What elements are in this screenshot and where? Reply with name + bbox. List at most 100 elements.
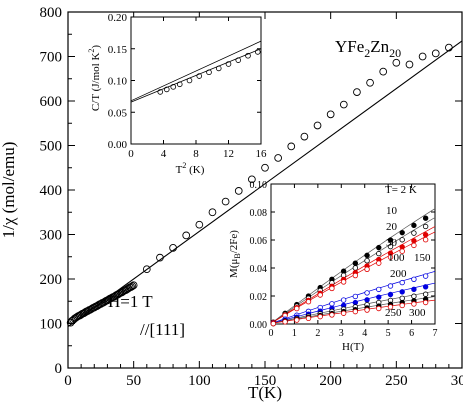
inset2-data-point-T30 [399,248,405,254]
main-data-point [366,78,374,87]
main-data-point [221,197,230,206]
temp-label-100: 100 [388,252,405,264]
main-y-tick-label: 100 [40,317,63,333]
inset-heat-capacity-points [157,49,261,95]
temp-label-10: 10 [386,205,398,217]
inset2-data-point-T2 [376,244,382,251]
main-data-point [208,208,217,217]
main-y-tick-label: 0 [55,361,63,377]
inset2-y-tick-label: 0.06 [250,236,268,247]
main-data-point [300,132,309,141]
inset2-data-point-T10 [364,258,370,264]
inset1-data-point [157,89,164,95]
inset-magnetization-y-label: M(μB/2Fe) [228,230,242,278]
main-fit-line-segment [67,40,463,328]
main-data-point [287,142,296,151]
temp-label-300: 300 [409,307,426,319]
main-y-tick-label: 500 [40,139,63,155]
main-data-point [156,253,164,262]
inset2-data-point-T150 [411,286,417,293]
inset2-data-point-T30 [411,242,417,249]
inset2-data-point-T150 [399,289,405,295]
inset2-data-point-T10 [352,265,359,271]
inset2-y-tick-label: 0.10 [250,180,268,191]
inset1-data-point [215,65,222,72]
main-data-points [66,43,453,327]
main-x-tick-label: 100 [188,373,211,389]
temp-label-250: 250 [385,307,402,319]
main-data-point [392,58,401,67]
inset2-data-point-T300 [376,305,382,312]
inset1-x-tick-label: 16 [256,148,268,160]
inset2-data-point-T30 [305,299,312,305]
inset-heat-capacity-y-label: C/T (J/mol K2) [87,45,102,111]
inset2-data-point-T30 [422,237,429,243]
inset2-x-tick-label: 5 [386,328,391,339]
main-y-tick-label: 300 [40,228,63,244]
main-data-point [445,43,453,52]
inset2-data-point-T300 [364,307,370,313]
main-data-point [182,231,191,240]
inset2-data-point-T2 [387,237,394,243]
inset2-data-point-T200 [422,291,429,297]
main-y-tick-label: 800 [40,5,63,21]
inset2-x-tick-label: 4 [362,328,367,339]
inset2-data-point-T2 [399,229,405,236]
direction-label: //[111] [140,320,185,339]
inset1-y-tick-label: 0.15 [108,44,128,56]
temp-label-30: 30 [386,237,398,249]
main-data-point [129,281,138,290]
inset2-y-tick-label: 0.08 [250,208,268,219]
inset2-data-point-T30 [329,285,335,292]
inset2-data-point-T150 [364,297,370,303]
inset1-data-point [170,84,177,90]
main-x-tick-label: 50 [126,373,141,389]
inset2-data-point-T150 [387,291,394,298]
inset2-x-tick-label: 6 [409,328,414,339]
inset-magnetization-points [270,215,429,327]
main-data-point [142,265,151,274]
main-data-point [195,220,204,229]
inset-magnetization-x-label: H(T) [342,341,364,353]
inset2-data-point-T300 [294,317,300,323]
main-y-tick-label: 600 [40,94,63,110]
inset2-data-point-T2 [411,222,417,229]
inset1-data-point [225,61,232,67]
inset1-x-tick-label: 8 [193,148,199,160]
inset2-x-tick-label: 3 [339,328,344,339]
inset1-y-tick-label: 0.00 [108,139,128,151]
inset1-y-tick-label: 0.10 [108,76,128,88]
compound-label: YFe2Zn20 [335,37,401,60]
inset2-data-point-T20 [422,232,429,238]
main-data-point [353,88,361,96]
temp-label-20: 20 [386,221,398,233]
inset2-data-point-T2 [364,252,370,259]
inset2-x-tick-label: 1 [292,328,297,339]
inset1-x-tick-label: 0 [128,148,134,160]
inset2-data-point-T100 [411,276,417,283]
inset2-data-point-T30 [364,266,370,272]
inset2-data-point-T100 [387,283,394,289]
inset2-data-point-T30 [294,305,300,312]
inset1-y-tick-label: 0.05 [108,107,128,119]
inset1-y-tick-label: 0.20 [108,12,128,24]
inset2-x-tick-label: 2 [315,328,320,339]
main-data-point [169,244,177,252]
main-x-tick-label: 150 [254,373,277,389]
main-x-tick-label: 250 [385,373,408,389]
inset2-data-point-T300 [387,304,394,310]
inset2-data-point-T100 [352,293,359,300]
inset2-data-point-T300 [282,319,288,325]
inset1-fit-line [130,40,262,102]
inset2-data-point-T100 [422,273,429,279]
inset2-data-point-T10 [387,243,394,250]
main-y-tick-label: 200 [40,272,63,288]
main-data-point [418,52,427,61]
main-x-tick-label: 300 [451,373,463,389]
main-x-tick-label: 200 [319,373,342,389]
inset2-data-point-T300 [411,301,417,307]
field-label: H=1 T [108,292,153,311]
inset2-y-tick-label: 0.02 [250,292,268,303]
main-data-point [127,283,135,291]
